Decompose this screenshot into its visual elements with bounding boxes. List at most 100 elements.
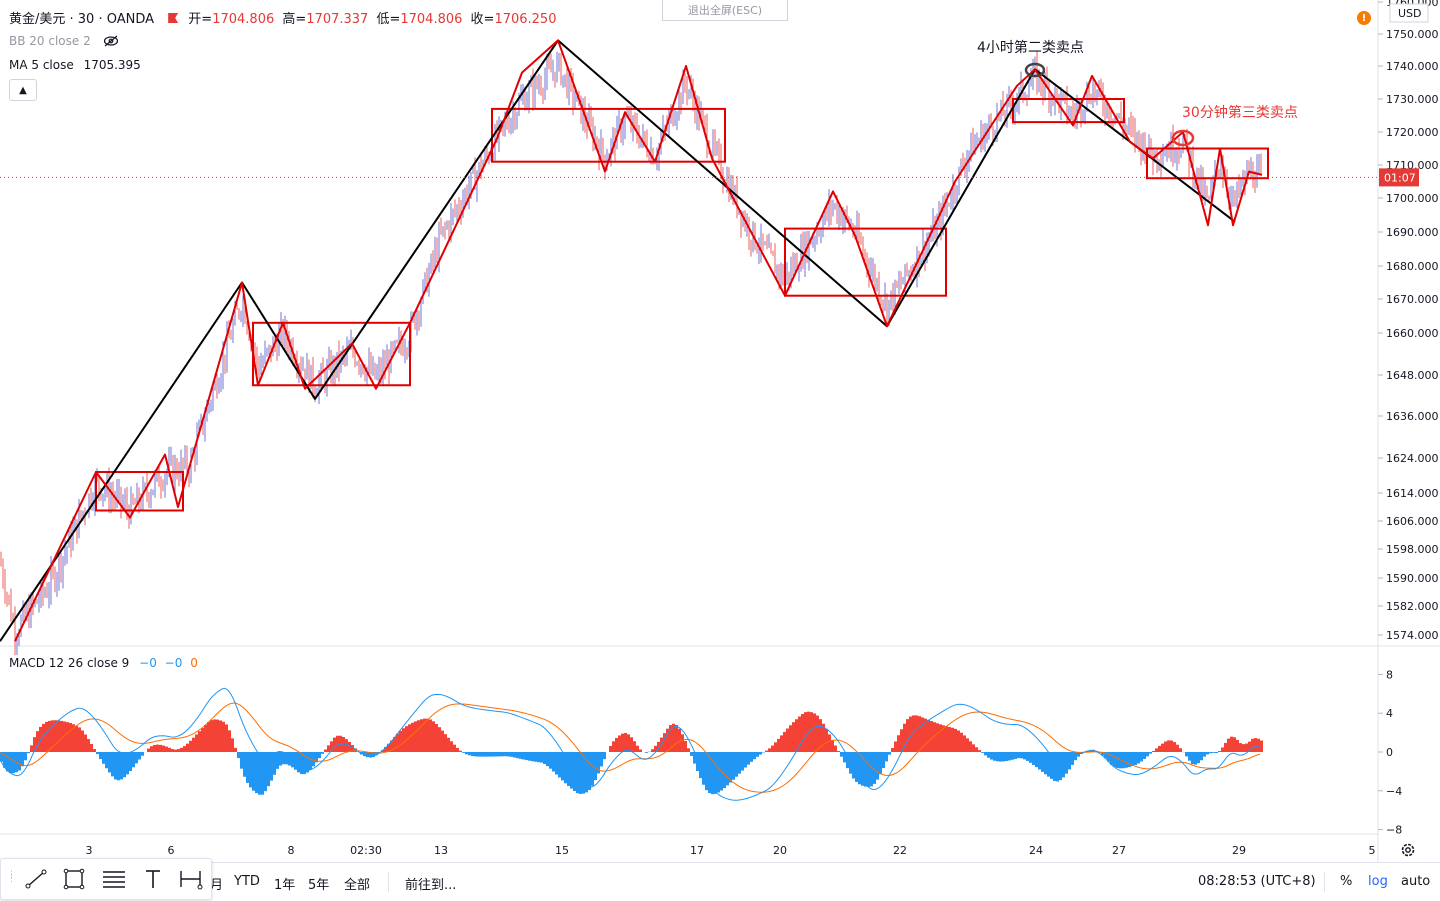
macd-histogram-bar — [873, 752, 876, 784]
macd-histogram-bar — [12, 752, 15, 773]
annotation-4h: 4小时第二类卖点 — [977, 39, 1084, 56]
macd-histogram-bar — [510, 752, 513, 757]
flag-icon[interactable] — [168, 13, 178, 23]
macd-histogram-bar — [981, 752, 984, 753]
fib-tool[interactable] — [101, 867, 127, 891]
collapse-legend-button[interactable]: ▲ — [9, 79, 37, 101]
macd-histogram-bar — [960, 733, 963, 752]
ma-legend[interactable]: MA 5 close 1705.395 — [9, 58, 141, 72]
price-tag-label: 01:07 — [1384, 171, 1416, 184]
macd-histogram-bar — [324, 750, 327, 752]
macd-histogram-bar — [1125, 752, 1128, 768]
macd-histogram-bar — [432, 721, 435, 752]
text-icon — [140, 867, 166, 891]
macd-histogram-bar — [1152, 751, 1155, 752]
macd-histogram-bar — [552, 752, 555, 772]
macd-histogram-bar — [867, 752, 870, 787]
macd-histogram-bar — [546, 752, 549, 766]
macd-histogram-bar — [216, 720, 219, 752]
range-5y[interactable]: 5年 — [308, 874, 329, 893]
macd-histogram-bar — [1008, 752, 1011, 760]
bb-label: BB 20 close 2 — [9, 34, 91, 48]
macd-histogram-bar — [159, 745, 162, 752]
rectangle-tool[interactable] — [61, 867, 87, 891]
price-chart[interactable]: 1760.0001750.0001740.0001730.0001720.000… — [0, 0, 1440, 862]
macd-histogram-bar — [465, 752, 468, 754]
macd-histogram-bar — [1167, 740, 1170, 752]
macd-histogram-bar — [414, 721, 417, 752]
trendline-icon — [23, 867, 49, 891]
gear-icon[interactable] — [1399, 841, 1417, 859]
range-ytd[interactable]: YTD — [234, 874, 260, 889]
log-scale-toggle[interactable]: log — [1368, 874, 1388, 889]
measure-tool[interactable] — [178, 867, 204, 891]
macd-histogram-bar — [225, 724, 228, 752]
macd-histogram-bar — [105, 752, 108, 768]
price-tick-label: 1590.000 — [1386, 572, 1439, 585]
macd-histogram-bar — [234, 748, 237, 752]
macd-histogram-bar — [579, 752, 582, 794]
macd-histogram-bar — [210, 720, 213, 752]
macd-histogram-bar — [165, 747, 168, 752]
macd-histogram-bar — [501, 752, 504, 756]
macd-histogram-bar — [141, 752, 144, 756]
macd-histogram-bar — [93, 749, 96, 752]
macd-histogram-bar — [96, 752, 99, 754]
symbol-title[interactable]: 黄金/美元 · 30 · OANDA — [9, 12, 154, 27]
macd-histogram-bar — [246, 752, 249, 783]
macd-histogram-bar — [18, 752, 21, 770]
macd-histogram-bar — [111, 752, 114, 776]
macd-histogram-bar — [687, 748, 690, 752]
macd-histogram-bar — [81, 730, 84, 752]
range-all[interactable]: 全部 — [344, 874, 370, 893]
macd-histogram-bar — [609, 746, 612, 752]
bb-legend[interactable]: BB 20 close 2 — [9, 34, 119, 48]
exit-fullscreen-button[interactable]: 退出全屏(ESC) — [662, 0, 788, 21]
macd-histogram-bar — [930, 721, 933, 752]
text-tool[interactable] — [140, 867, 166, 891]
macd-histogram-bar — [963, 735, 966, 752]
macd-histogram-bar — [831, 740, 834, 752]
percent-scale-toggle[interactable]: % — [1340, 874, 1352, 889]
drag-handle-icon[interactable]: ⋮⋮ — [7, 873, 16, 881]
macd-histogram-bar — [1143, 752, 1146, 759]
macd-histogram-bar — [783, 732, 786, 752]
macd-histogram-bar — [1197, 752, 1200, 763]
macd-histogram-bar — [726, 752, 729, 785]
macd-histogram-bar — [1233, 737, 1236, 752]
macd-histogram-bar — [273, 752, 276, 775]
macd-histogram-bar — [588, 752, 591, 790]
macd-histogram-bar — [1164, 741, 1167, 752]
macd-histogram-bar — [561, 752, 564, 780]
range-1y[interactable]: 1年 — [274, 874, 295, 893]
goto-date-button[interactable]: 前往到... — [405, 874, 456, 893]
macd-histogram-bar — [6, 752, 9, 771]
macd-histogram-bar — [1254, 738, 1257, 752]
macd-histogram-bar — [1137, 752, 1140, 763]
macd-histogram-bar — [36, 731, 39, 752]
macd-histogram-bar — [66, 722, 69, 752]
macd-histogram-bar — [675, 725, 678, 752]
macd-histogram-bar — [1062, 752, 1065, 777]
macd-histogram-bar — [1239, 743, 1242, 752]
macd-histogram-bar — [789, 725, 792, 752]
auto-scale-toggle[interactable]: auto — [1401, 874, 1430, 889]
macd-histogram-bar — [1023, 752, 1026, 759]
macd-histogram-bar — [84, 734, 87, 752]
macd-histogram-bar — [825, 729, 828, 752]
trendline-tool[interactable] — [23, 867, 49, 891]
clock-readout[interactable]: 08:28:53 (UTC+8) — [1198, 874, 1316, 889]
macd-histogram-bar — [9, 752, 12, 773]
price-tick-label: 1636.000 — [1386, 410, 1439, 423]
open-label: 开= — [188, 12, 212, 27]
price-tick-label: 1690.000 — [1386, 226, 1439, 239]
hidden-eye-icon[interactable] — [103, 35, 119, 47]
macd-legend[interactable]: MACD 12 26 close 9 −0 −0 0 — [9, 656, 198, 670]
macd-histogram-bar — [813, 713, 816, 752]
measure-icon — [178, 867, 204, 891]
warning-icon[interactable]: ! — [1357, 11, 1371, 25]
macd-histogram-bar — [327, 745, 330, 752]
macd-histogram-bar — [639, 749, 642, 752]
macd-histogram-bar — [462, 752, 465, 753]
macd-histogram-bar — [765, 751, 768, 752]
